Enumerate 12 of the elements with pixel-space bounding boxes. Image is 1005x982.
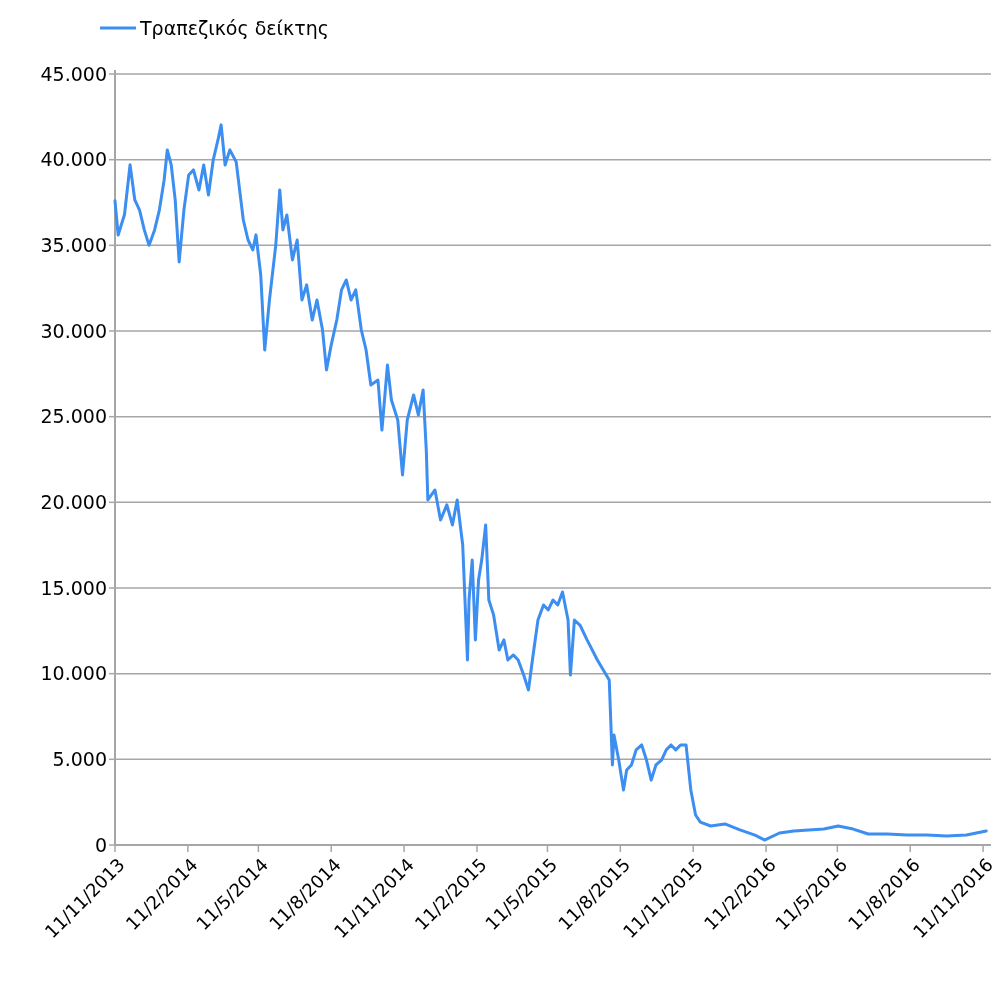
y-tick-label: 0: [94, 833, 107, 856]
line-series: [113, 123, 988, 842]
y-tick-label: 5.000: [52, 747, 107, 770]
y-tick-label: 10.000: [40, 662, 107, 685]
y-tick-label: 40.000: [40, 148, 107, 171]
y-tick-label: 25.000: [40, 405, 107, 428]
y-tick-label: 35.000: [40, 233, 107, 256]
y-tick-label: 45.000: [40, 62, 107, 85]
y-tick-label: 20.000: [40, 490, 107, 513]
y-tick-label: 15.000: [40, 576, 107, 599]
y-tick-label: 30.000: [40, 319, 107, 342]
legend-label: Τραπεζικός δείκτης: [139, 16, 329, 39]
